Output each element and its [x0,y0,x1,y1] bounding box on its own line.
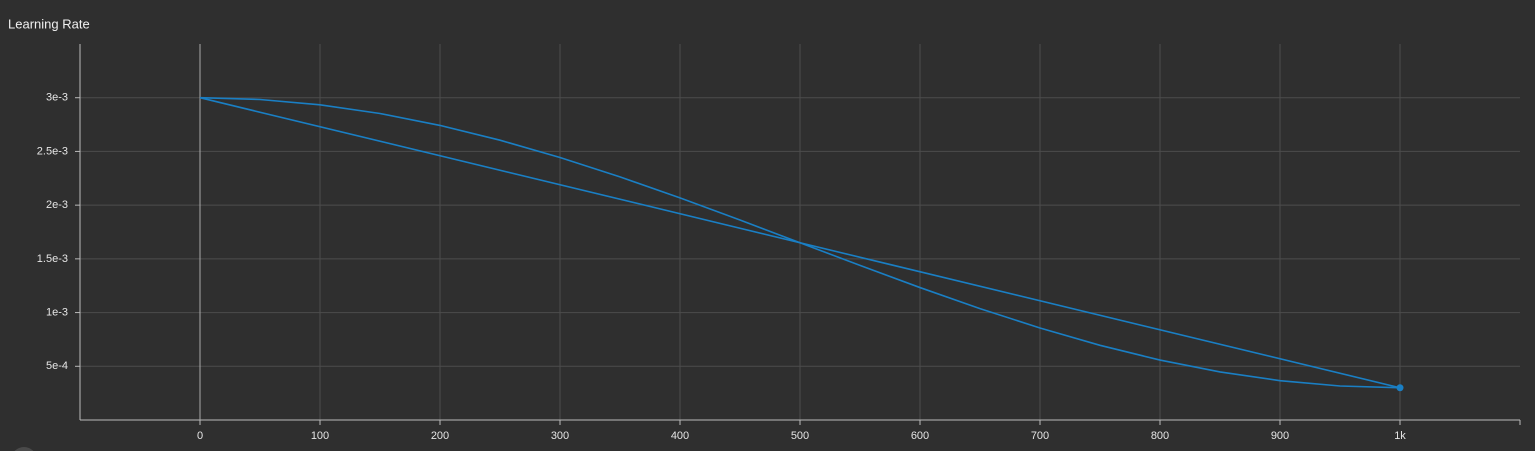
y-tick-label: 1e-3 [46,306,68,318]
y-tick-label: 3e-3 [46,92,68,104]
x-tick-label: 900 [1271,430,1289,442]
x-tick-label: 400 [671,430,689,442]
x-tick-label: 700 [1031,430,1049,442]
chart-title: Learning Rate [8,16,90,31]
y-tick-label: 5e-4 [46,360,68,372]
line [199,96,1401,389]
x-tick-label: 200 [431,430,449,442]
x-tick-label: 100 [311,430,329,442]
y-tick-label: 2.5e-3 [37,145,68,157]
x-tick-label: 800 [1151,430,1169,442]
y-tick-label: 1.5e-3 [37,253,68,265]
x-tick-label: 600 [911,430,929,442]
x-tick-label: 0 [197,430,203,442]
x-tick-label: 500 [791,430,809,442]
y-tick-label: 2e-3 [46,199,68,211]
button[interactable] [11,447,37,451]
x-tick-label: 300 [551,430,569,442]
x-tick-label: 1k [1394,430,1406,442]
